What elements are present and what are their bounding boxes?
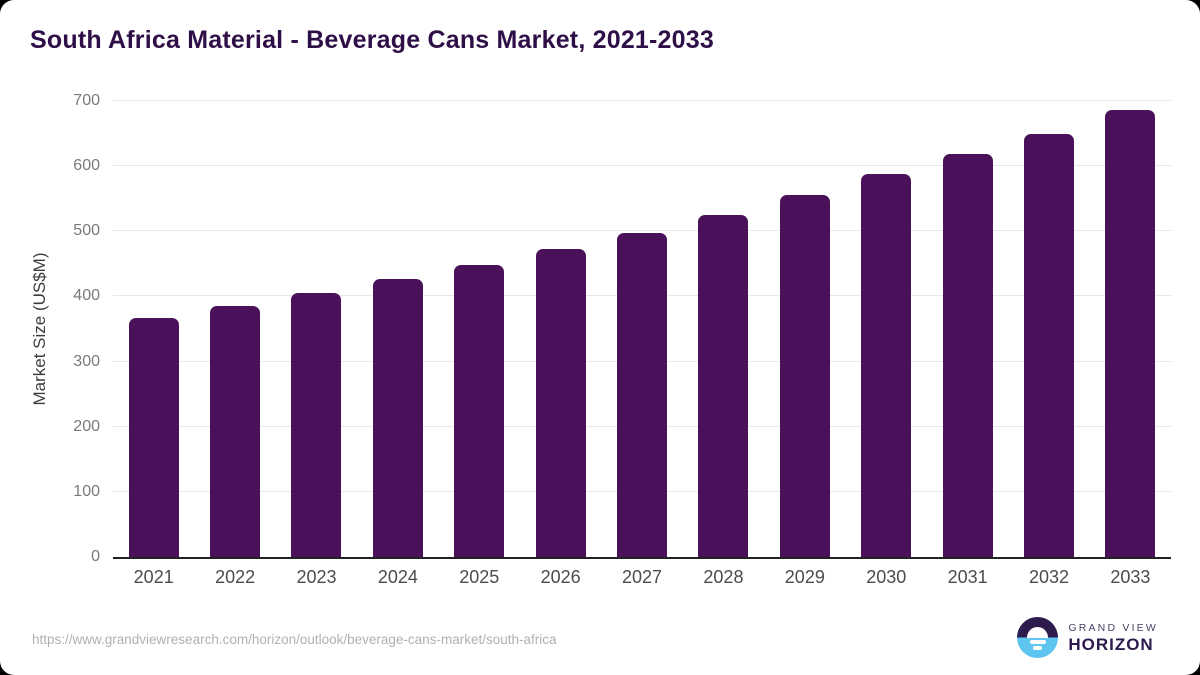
bar-2028[interactable]: [698, 215, 749, 557]
x-tick-label-2030: 2030: [866, 567, 907, 587]
bar-slot-2024: [357, 101, 438, 557]
bar-2021[interactable]: [128, 317, 179, 557]
bar-series: [113, 101, 1171, 557]
bar-slot-2030: [846, 101, 927, 557]
bar-2032[interactable]: [1023, 133, 1074, 557]
x-tick-label-2031: 2031: [947, 567, 988, 587]
bar-2025[interactable]: [454, 264, 505, 557]
x-tick-label-2027: 2027: [622, 567, 663, 587]
x-tick-label-2032: 2032: [1028, 567, 1070, 587]
x-tick-label-2021: 2021: [133, 567, 174, 587]
bar-2026[interactable]: [535, 248, 586, 557]
bar-2027[interactable]: [617, 232, 668, 557]
bar-slot-2023: [276, 101, 357, 557]
x-tick-label-2024: 2024: [377, 567, 418, 587]
bar-slot-2029: [764, 101, 845, 557]
bar-slot-2021: [113, 101, 194, 557]
bar-slot-2025: [439, 101, 520, 557]
bar-slot-2033: [1090, 101, 1171, 557]
y-tick-label-400: 400: [73, 287, 100, 305]
gridline-700: [113, 100, 1171, 101]
x-tick-label-2023: 2023: [296, 567, 337, 587]
bar-2033[interactable]: [1105, 110, 1156, 557]
y-tick-label-600: 600: [73, 157, 100, 175]
y-tick-label-500: 500: [73, 222, 100, 240]
y-axis-tick-labels: 0 100 200 300 400 500 600 700: [55, 92, 100, 565]
x-tick-label-2029: 2029: [784, 567, 825, 587]
bar-2023[interactable]: [291, 292, 342, 557]
y-tick-label-300: 300: [73, 352, 100, 370]
x-tick-label-2025: 2025: [459, 567, 500, 587]
chart-title: South Africa Material - Beverage Cans Ma…: [30, 26, 714, 54]
y-tick-label-100: 100: [73, 482, 100, 500]
horizon-line-icon: [1029, 640, 1046, 644]
logo-brand-name: GRAND VIEW: [1068, 621, 1158, 634]
bar-2029[interactable]: [779, 194, 830, 557]
bar-slot-2028: [683, 101, 764, 557]
bar-slot-2027: [601, 101, 682, 557]
bar-2022[interactable]: [210, 305, 261, 557]
horizon-line-icon: [1033, 646, 1043, 650]
y-tick-label-700: 700: [73, 92, 100, 109]
x-tick-label-2028: 2028: [703, 567, 744, 587]
y-tick-label-0: 0: [91, 548, 100, 565]
plot-area: [113, 100, 1171, 559]
bar-2024[interactable]: [372, 278, 423, 557]
logo-text: GRAND VIEW HORIZON: [1068, 622, 1158, 654]
gridline-500: [113, 230, 1171, 232]
grand-view-horizon-logo: GRAND VIEW HORIZON: [1017, 617, 1158, 658]
bar-slot-2026: [520, 101, 601, 557]
bar-slot-2031: [927, 101, 1008, 557]
x-tick-label-2026: 2026: [540, 567, 581, 587]
x-tick-label-2022: 2022: [215, 567, 256, 587]
y-axis-title: Market Size (US$M): [30, 252, 49, 406]
horizon-sunrise-icon: [1017, 617, 1059, 658]
sun-icon: [1027, 627, 1049, 638]
gridline-600: [113, 165, 1171, 167]
x-axis-tick-labels: 2021 2022 2023 2024 2025 2026 2027 2028 2029 2030…: [113, 567, 1171, 588]
bar-slot-2032: [1008, 101, 1089, 557]
y-tick-label-200: 200: [73, 417, 100, 435]
source-url: https://www.grandviewresearch.com/horizo…: [32, 632, 557, 647]
logo-product-name: HORIZON: [1068, 634, 1154, 654]
bar-2030[interactable]: [861, 173, 912, 557]
bar-slot-2022: [194, 101, 275, 557]
bar-2031[interactable]: [942, 154, 993, 557]
x-tick-label-2033: 2033: [1110, 567, 1151, 587]
